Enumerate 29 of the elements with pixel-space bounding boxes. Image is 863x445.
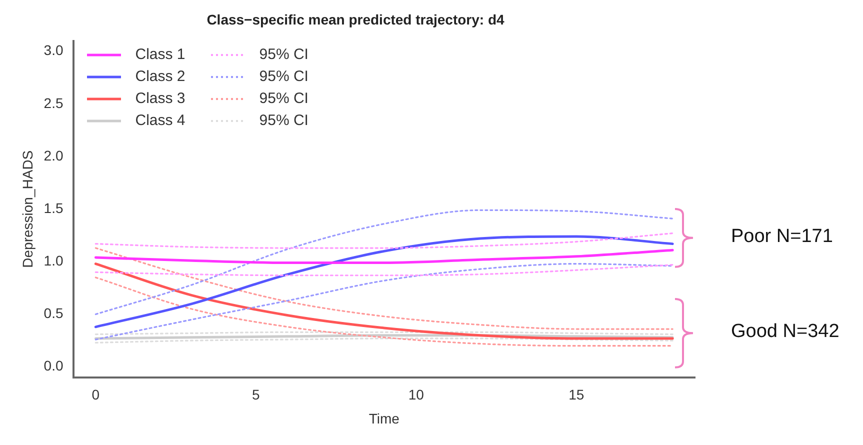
text: Poor N=171	[731, 226, 833, 248]
x-tick-label: 10	[408, 386, 424, 403]
legend-label: Class 2	[135, 68, 186, 86]
x-tick-label: 0	[92, 386, 100, 403]
x-tick-label: 5	[252, 386, 260, 403]
y-tick-label: 1.0	[44, 252, 64, 269]
x-tick-label: 15	[568, 386, 584, 403]
legend-label: Class 4	[135, 112, 186, 130]
y-tick-label: 1.5	[44, 200, 64, 216]
y-tick-label: 0.0	[44, 358, 64, 374]
x-axis-title: Time	[368, 410, 400, 426]
legend-label: 95% CI	[259, 68, 308, 86]
legend-label: 95% CI	[259, 112, 308, 130]
text: Good N=342	[731, 320, 840, 343]
chart-title: Class−specific mean predicted trajectory: d4	[206, 11, 505, 28]
legend-label: Class 1	[135, 46, 186, 64]
line-series	[94, 209, 674, 316]
y-tick-label: 3.0	[44, 42, 64, 58]
line-series	[94, 248, 674, 264]
y-tick-label: 2.5	[44, 94, 64, 111]
line-series	[94, 264, 674, 276]
legend-label: 95% CI	[259, 46, 308, 64]
legend-label: Class 3	[135, 90, 186, 108]
y-axis-title: Depression_HADS	[19, 150, 36, 268]
y-tick-label: 2.0	[44, 147, 64, 164]
line-series	[94, 276, 674, 347]
line-series	[94, 232, 674, 249]
y-tick-label: 0.5	[44, 305, 64, 322]
legend-label: 95% CI	[259, 90, 308, 108]
